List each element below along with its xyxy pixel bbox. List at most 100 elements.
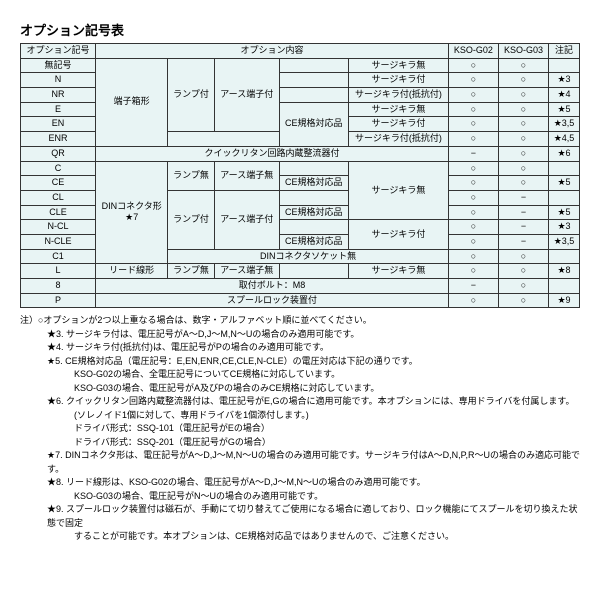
cell: − (448, 146, 498, 161)
hdr-note: 注記 (549, 44, 580, 59)
cell: ★5 (549, 176, 580, 191)
option-table: オプション記号 オプション内容 KSO-G02 KSO-G03 注記 無記号 端… (20, 43, 580, 308)
cell: アース端子付 (214, 190, 279, 249)
cell: DINコネクタソケット無 (168, 249, 449, 264)
cell: ★9 (549, 293, 580, 308)
cell: CE規格対応品 (279, 205, 348, 220)
cell: − (498, 205, 548, 220)
cell: ランプ付 (168, 58, 215, 131)
cell (549, 249, 580, 264)
cell: CE規格対応品 (279, 102, 348, 146)
cell: ★5 (549, 205, 580, 220)
code: EN (21, 117, 96, 132)
cell: アース端子無 (214, 264, 279, 279)
cell: サージキラ付(抵抗付) (348, 88, 448, 103)
hdr-g02: KSO-G02 (448, 44, 498, 59)
cell: クイックリタン回路内蔵整流器付 (96, 146, 449, 161)
cell: ランプ付 (168, 190, 215, 249)
hdr-content: オプション内容 (96, 44, 449, 59)
cell: ○ (498, 176, 548, 191)
cell (549, 190, 580, 205)
cell: DINコネクタ形★7 (96, 161, 168, 264)
cell: ○ (498, 58, 548, 73)
cell: ★8 (549, 264, 580, 279)
cell: ○ (498, 279, 548, 294)
cell (549, 161, 580, 176)
cell: ランプ無 (168, 161, 215, 190)
cell: − (448, 279, 498, 294)
cell: ○ (448, 58, 498, 73)
cell: ★6 (549, 146, 580, 161)
code: CLE (21, 205, 96, 220)
note-5a: ★5. CE規格対応品（電圧記号：E,EN,ENR,CE,CLE,N-CLE）の… (20, 355, 580, 369)
cell: サージキラ無 (348, 102, 448, 117)
note-intro: 注）○オプションが2つ以上重なる場合は、数字・アルファベット順に並べてください。 (20, 314, 580, 328)
cell: ○ (498, 88, 548, 103)
note-6a: ★6. クイックリタン回路内蔵整流器付は、電圧記号がE,Gの場合に適用可能です。… (20, 395, 580, 409)
cell: サージキラ付 (348, 117, 448, 132)
cell: ○ (448, 88, 498, 103)
code: L (21, 264, 96, 279)
cell: ○ (448, 161, 498, 176)
code: 無記号 (21, 58, 96, 73)
code: N-CL (21, 220, 96, 235)
cell (279, 161, 348, 176)
cell: ○ (498, 293, 548, 308)
cell: ○ (448, 234, 498, 249)
cell (279, 220, 348, 235)
code: N (21, 73, 96, 88)
cell: スプールロック装置付 (96, 293, 449, 308)
cell: ○ (448, 190, 498, 205)
cell: ★4,5 (549, 132, 580, 147)
cell: ○ (498, 102, 548, 117)
cell: ○ (448, 264, 498, 279)
code: C (21, 161, 96, 176)
cell: ○ (498, 132, 548, 147)
note-8b: KSO-G03の場合、電圧記号がN～Uの場合のみ適用可能です。 (20, 490, 580, 504)
cell: ○ (498, 264, 548, 279)
cell: ○ (498, 73, 548, 88)
cell: アース端子無 (214, 161, 279, 190)
table-title: オプション記号表 (20, 20, 580, 39)
cell: ○ (448, 249, 498, 264)
cell: サージキラ無 (348, 264, 448, 279)
note-4: ★4. サージキラ付(抵抗付)は、電圧記号がPの場合のみ適用可能です。 (20, 341, 580, 355)
cell: ○ (448, 293, 498, 308)
cell: ★3,5 (549, 234, 580, 249)
cell: ○ (448, 176, 498, 191)
code: 8 (21, 279, 96, 294)
cell: − (498, 190, 548, 205)
cell (279, 190, 348, 205)
cell (279, 73, 348, 88)
note-6c: ドライバ形式：SSQ-101（電圧記号がEの場合） (20, 422, 580, 436)
cell: 端子箱形 (96, 58, 168, 146)
cell: − (498, 220, 548, 235)
cell: ○ (498, 161, 548, 176)
note-5b: KSO-G02の場合、全電圧記号についてCE規格に対応しています。 (20, 368, 580, 382)
cell: ○ (448, 220, 498, 235)
cell: サージキラ付 (348, 220, 448, 249)
cell: リード線形 (96, 264, 168, 279)
code: P (21, 293, 96, 308)
cell (168, 132, 279, 147)
code: C1 (21, 249, 96, 264)
cell: CE規格対応品 (279, 234, 348, 249)
cell: ○ (498, 249, 548, 264)
note-3: ★3. サージキラ付は、電圧記号がA～D,J～M,N～Uの場合のみ適用可能です。 (20, 328, 580, 342)
cell-text: ★7 (125, 212, 138, 222)
code: ENR (21, 132, 96, 147)
note-8a: ★8. リード線形は、KSO-G02の場合、電圧記号がA～D,J～M,N～Uの場… (20, 476, 580, 490)
cell: ★3 (549, 220, 580, 235)
cell (279, 58, 348, 73)
cell: CE規格対応品 (279, 176, 348, 191)
cell: ★3,5 (549, 117, 580, 132)
code: NR (21, 88, 96, 103)
hdr-code: オプション記号 (21, 44, 96, 59)
cell: − (498, 234, 548, 249)
note-9b: することが可能です。本オプションは、CE規格対応品ではありませんので、ご注意くだ… (20, 530, 580, 544)
code: CL (21, 190, 96, 205)
cell: ○ (498, 117, 548, 132)
notes-block: 注）○オプションが2つ以上重なる場合は、数字・アルファベット順に並べてください。… (20, 314, 580, 544)
cell: ★5 (549, 102, 580, 117)
cell (549, 279, 580, 294)
